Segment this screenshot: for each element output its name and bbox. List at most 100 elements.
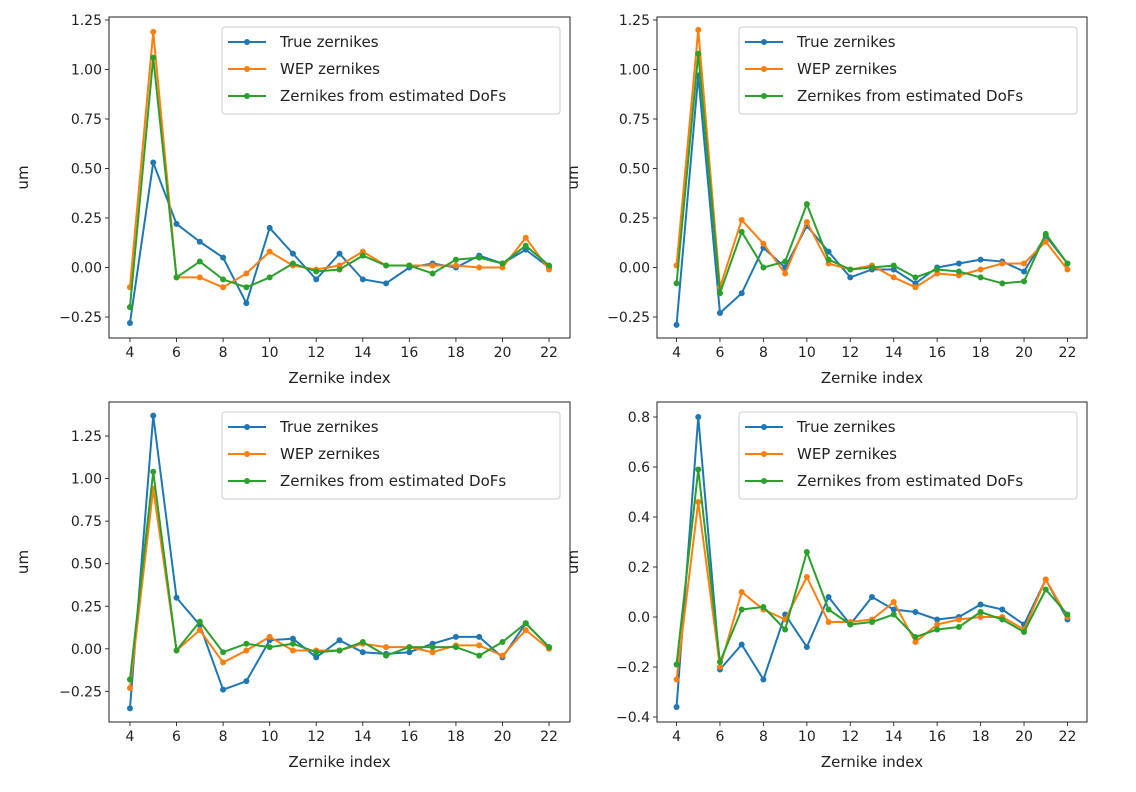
data-point: [126, 684, 133, 691]
data-point: [738, 589, 745, 595]
data-point: [429, 270, 436, 277]
data-point: [243, 640, 250, 647]
data-point: [266, 633, 273, 640]
data-point: [977, 614, 984, 620]
x-tick-label: 20: [1015, 729, 1033, 745]
legend-label: True zernikes: [279, 33, 379, 51]
data-point: [716, 664, 723, 670]
x-tick-label: 16: [928, 729, 946, 745]
data-point: [522, 620, 529, 627]
y-tick-label: 1.00: [619, 62, 650, 78]
x-tick-label: 12: [307, 729, 325, 745]
x-tick-label: 4: [125, 729, 134, 745]
data-point: [782, 258, 789, 265]
legend-box: [221, 411, 561, 500]
x-axis-label: Zernike index: [821, 369, 923, 387]
subplot-3: 4 6 8 10 12 14 16 18 20 22 −0.25 0.00 0.25 0.50 0.75 1.…: [14, 401, 571, 771]
x-tick-label: 10: [261, 345, 279, 361]
x-tick-label: 12: [841, 729, 859, 745]
x-tick-label: 16: [400, 729, 418, 745]
data-point: [999, 606, 1006, 613]
data-point: [847, 621, 854, 628]
data-point: [912, 634, 919, 640]
data-point: [476, 633, 483, 640]
data-point: [1042, 586, 1049, 593]
data-point: [760, 264, 767, 271]
data-point: [499, 260, 506, 267]
y-axis-label: um: [14, 165, 32, 189]
legend: True zernikes WEP zernikes Zernikes from e…: [738, 411, 1078, 500]
legend-marker: [244, 478, 250, 484]
data-point: [955, 268, 962, 275]
data-point: [522, 234, 529, 241]
y-tick-label: −0.25: [59, 684, 102, 700]
data-point: [890, 611, 897, 618]
legend-label: WEP zernikes: [280, 445, 380, 463]
data-point: [738, 606, 745, 613]
x-tick-label: 4: [672, 345, 681, 361]
data-point: [673, 280, 680, 287]
data-point: [673, 676, 680, 683]
data-point: [150, 159, 157, 166]
data-point: [546, 262, 553, 269]
data-point: [406, 649, 413, 656]
data-point: [1021, 278, 1028, 285]
x-tick-label: 14: [885, 729, 903, 745]
y-tick-label: 0.75: [619, 112, 650, 128]
x-tick-label: 22: [1059, 345, 1077, 361]
data-point: [934, 266, 941, 273]
x-tick-label: 16: [928, 345, 946, 361]
y-tick-label: 0.00: [71, 642, 102, 658]
data-point: [782, 270, 789, 277]
data-point: [173, 647, 180, 654]
data-point: [673, 321, 680, 328]
legend: True zernikes WEP zernikes Zernikes from e…: [221, 26, 561, 115]
y-tick-label: −0.25: [607, 310, 650, 326]
y-tick-label: 1.00: [71, 472, 102, 488]
axes-frame: [108, 401, 571, 723]
data-point: [220, 686, 227, 693]
data-point: [803, 218, 810, 225]
data-point: [452, 644, 459, 651]
x-tick-label: 4: [125, 345, 134, 361]
legend-marker: [761, 39, 767, 45]
data-point: [522, 242, 529, 249]
data-point: [173, 594, 180, 601]
data-point: [196, 618, 203, 625]
data-point: [499, 652, 506, 659]
data-point: [847, 266, 854, 273]
data-point: [825, 619, 832, 625]
y-tick-label: 0.25: [619, 211, 650, 227]
data-point: [716, 310, 723, 317]
data-point: [243, 270, 250, 277]
x-tick-label: 18: [972, 729, 990, 745]
legend: True zernikes WEP zernikes Zernikes from e…: [221, 411, 561, 500]
data-point: [934, 626, 941, 633]
x-tick-label: 8: [759, 345, 768, 361]
data-point: [243, 284, 250, 291]
x-tick-label: 18: [972, 345, 990, 361]
y-tick-label: 0.50: [71, 557, 102, 573]
legend-label: True zernikes: [796, 418, 896, 436]
y-tick-label: 0.50: [71, 161, 102, 177]
data-point: [912, 639, 919, 645]
data-point: [266, 248, 273, 255]
data-point: [452, 256, 459, 263]
x-tick-label: 4: [672, 729, 681, 745]
data-point: [383, 644, 390, 651]
data-point: [266, 224, 273, 231]
legend-label: Zernikes from estimated DoFs: [797, 472, 1023, 490]
data-point: [126, 304, 133, 311]
y-tick-label: −0.2: [616, 660, 650, 676]
legend-marker: [761, 66, 767, 72]
legend-label: WEP zernikes: [280, 60, 380, 78]
y-tick-label: 0.00: [619, 261, 650, 277]
data-point: [890, 274, 897, 281]
data-point: [429, 262, 436, 269]
subplot-1: 4 6 8 10 12 14 16 18 20 22 −0.25 0.00 0.25 0.50 0.75 1.…: [14, 13, 571, 387]
data-point: [220, 659, 227, 666]
y-tick-label: 1.00: [71, 62, 102, 78]
data-point: [336, 266, 343, 273]
y-tick-label: 0.75: [71, 514, 102, 530]
legend-label: WEP zernikes: [797, 60, 897, 78]
